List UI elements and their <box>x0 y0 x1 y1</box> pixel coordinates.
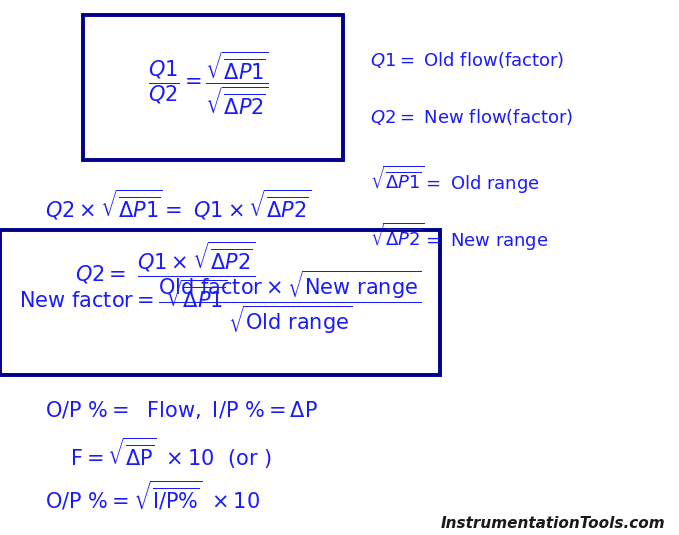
Text: InstrumentationTools.com: InstrumentationTools.com <box>441 516 665 531</box>
Text: $\dfrac{Q1}{Q2} = \dfrac{\sqrt{\overline{\Delta P1}}}{\sqrt{\overline{\Delta P2}: $\dfrac{Q1}{Q2} = \dfrac{\sqrt{\overline… <box>148 49 268 117</box>
FancyBboxPatch shape <box>0 230 440 375</box>
Text: $Q1 = \ \mathrm{Old \ flow(factor)}$: $Q1 = \ \mathrm{Old \ flow(factor)}$ <box>370 50 564 70</box>
Text: $\mathrm{O/P \ \% = \ \ Flow, \ I/P \ \% = \Delta P}$: $\mathrm{O/P \ \% = \ \ Flow, \ I/P \ \%… <box>45 399 318 421</box>
Text: $\mathrm{O/P \ \% = \sqrt{\overline{I/P\%}} \ \times 10}$: $\mathrm{O/P \ \% = \sqrt{\overline{I/P\… <box>45 478 260 512</box>
Text: $\sqrt{\overline{\Delta P2}} = \ \mathrm{New \ range}$: $\sqrt{\overline{\Delta P2}} = \ \mathrm… <box>370 221 549 253</box>
Text: $\sqrt{\overline{\Delta P1}} = \ \mathrm{Old \ range}$: $\sqrt{\overline{\Delta P1}} = \ \mathrm… <box>370 164 540 196</box>
Text: $\mathrm{New \ factor} = \dfrac{\mathrm{Old \ factor} \times \sqrt{\mathrm{New \: $\mathrm{New \ factor} = \dfrac{\mathrm{… <box>18 269 422 335</box>
Text: $Q2 \times \sqrt{\overline{\Delta P1}} = \ Q1 \times\sqrt{\overline{\Delta P2}}$: $Q2 \times \sqrt{\overline{\Delta P1}} =… <box>45 188 311 222</box>
Text: $\mathrm{F = \sqrt{\overline{\Delta P}} \ \times 10 \ \ (or \ )}$: $\mathrm{F = \sqrt{\overline{\Delta P}} … <box>70 435 272 471</box>
Text: $Q2 = \ \mathrm{New \ flow(factor)}$: $Q2 = \ \mathrm{New \ flow(factor)}$ <box>370 107 573 127</box>
FancyBboxPatch shape <box>83 15 343 160</box>
Text: $Q2 = \ \dfrac{Q1 \times \sqrt{\overline{\Delta P2}}}{\sqrt{\overline{\Delta P1}: $Q2 = \ \dfrac{Q1 \times \sqrt{\overline… <box>75 240 255 310</box>
